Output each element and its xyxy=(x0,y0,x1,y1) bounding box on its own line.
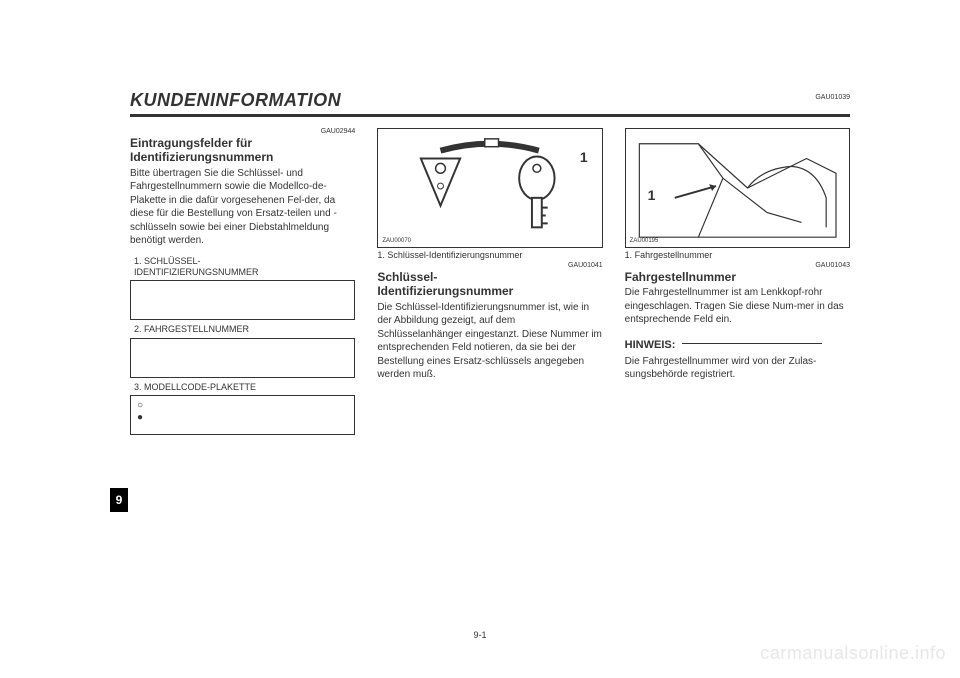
body-text: Die Fahrgestellnummer ist am Lenkkopf-ro… xyxy=(625,286,850,327)
chapter-tab: 9 xyxy=(110,488,128,512)
platecode-symbol-filled: ● xyxy=(137,412,348,424)
page-number: 9-1 xyxy=(0,630,960,640)
heading-line-1: Schlüssel- xyxy=(377,270,437,284)
content-columns: GAU02944 Eintragungsfelder für Identifiz… xyxy=(130,128,850,618)
hinweis-rule xyxy=(682,343,822,344)
body-text: Die Schlüssel-Identifizierungsnummer ist… xyxy=(377,301,602,382)
body-text: Bitte übertragen Sie die Schlüssel- und … xyxy=(130,167,355,248)
entry-box-1 xyxy=(130,280,355,320)
section-code: GAU01043 xyxy=(625,262,850,269)
field-label-1: 1. SCHLÜSSEL- IDENTIFIZIERUNGSNUMMER xyxy=(134,256,355,279)
heading-line-2: Identifizierungsnummer xyxy=(377,284,513,298)
entry-box-2 xyxy=(130,338,355,378)
header-section-code: GAU01039 xyxy=(815,94,850,101)
section-code: GAU02944 xyxy=(130,128,355,135)
figure-code: ZAU00195 xyxy=(630,238,659,244)
hinweis-block: HINWEIS: xyxy=(625,335,850,353)
heading-line-2: Identifizierungsnummern xyxy=(130,150,273,164)
header-rule xyxy=(130,114,850,117)
field-label-1-line-1: 1. SCHLÜSSEL- xyxy=(134,256,201,266)
section-code: GAU01041 xyxy=(377,262,602,269)
field-label-2: 2. FAHRGESTELLNUMMER xyxy=(134,324,355,335)
manual-page: KUNDENINFORMATION GAU01039 GAU02944 Eint… xyxy=(0,0,960,678)
entry-box-3: ○ ● xyxy=(130,395,355,435)
hinweis-label: HINWEIS: xyxy=(625,339,676,351)
key-illustration xyxy=(378,129,601,247)
frame-illustration xyxy=(626,129,849,247)
field-label-1-line-2: IDENTIFIZIERUNGSNUMMER xyxy=(134,267,259,277)
page-header: KUNDENINFORMATION GAU01039 xyxy=(130,90,850,111)
figure-callout-1: 1 xyxy=(580,149,588,165)
heading: Eintragungsfelder für Identifizierungsnu… xyxy=(130,136,355,165)
figure-code: ZAU00070 xyxy=(382,238,411,244)
figure-key: 1 ZAU00070 xyxy=(377,128,602,248)
figure-caption: 1. Fahrgestellnummer xyxy=(625,250,850,260)
figure-frame: 1 ZAU00195 xyxy=(625,128,850,248)
figure-caption: 1. Schlüssel-Identifizierungsnummer xyxy=(377,250,602,260)
heading: Fahrgestellnummer xyxy=(625,270,850,284)
column-1: GAU02944 Eintragungsfelder für Identifiz… xyxy=(130,128,355,618)
column-2: 1 ZAU00070 1. Schlüssel-Identifizierungs… xyxy=(377,128,602,618)
field-label-3: 3. MODELLCODE-PLAKETTE xyxy=(134,382,355,393)
heading: Schlüssel- Identifizierungsnummer xyxy=(377,270,602,299)
heading-line-1: Eintragungsfelder für xyxy=(130,136,252,150)
column-3: 1 ZAU00195 1. Fahrgestellnummer GAU01043… xyxy=(625,128,850,618)
platecode-symbol-open: ○ xyxy=(137,400,348,412)
figure-callout-1: 1 xyxy=(648,187,656,203)
page-title: KUNDENINFORMATION xyxy=(130,90,341,110)
watermark: carmanualsonline.info xyxy=(760,643,946,664)
hinweis-body: Die Fahrgestellnummer wird von der Zulas… xyxy=(625,355,850,382)
